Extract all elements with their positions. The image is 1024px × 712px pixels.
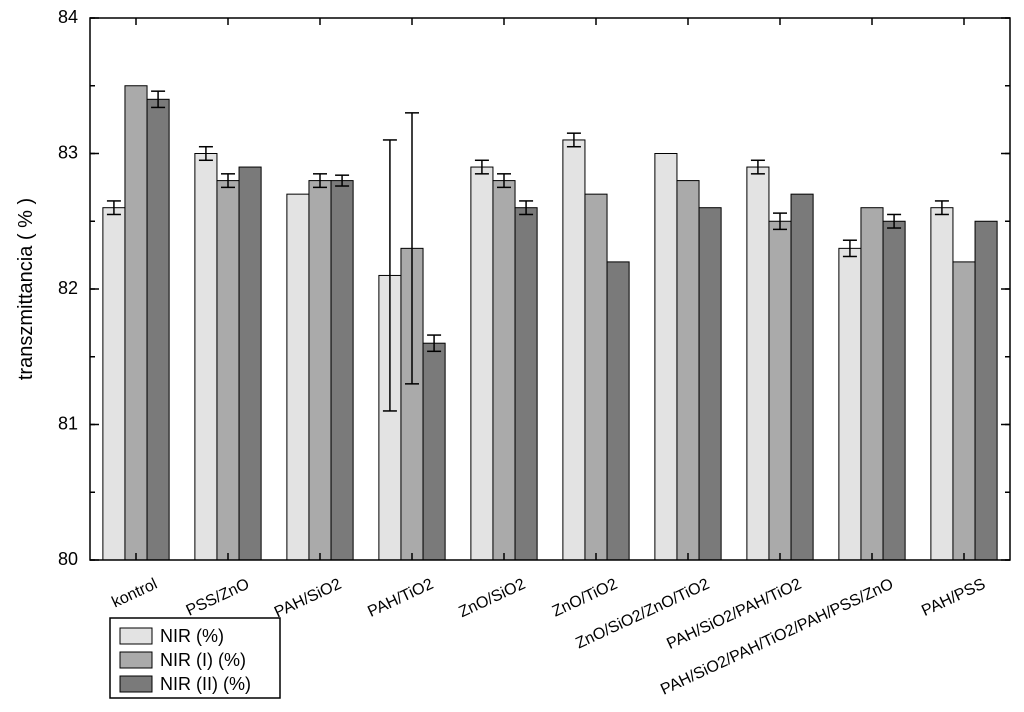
legend-swatch <box>120 652 152 668</box>
chart-container: 8081828384kontrolPSS/ZnOPAH/SiO2PAH/TiO2… <box>0 0 1024 712</box>
bar <box>217 181 239 560</box>
bar <box>769 221 791 560</box>
bar <box>839 248 861 560</box>
bar <box>515 208 537 560</box>
legend-swatch <box>120 676 152 692</box>
bar <box>699 208 721 560</box>
bar <box>747 167 769 560</box>
bar <box>931 208 953 560</box>
bar <box>883 221 905 560</box>
bar <box>655 154 677 561</box>
bar <box>607 262 629 560</box>
bar <box>953 262 975 560</box>
legend-label: NIR (%) <box>160 626 224 646</box>
bar-chart: 8081828384kontrolPSS/ZnOPAH/SiO2PAH/TiO2… <box>0 0 1024 712</box>
bar <box>585 194 607 560</box>
ytick-label: 82 <box>58 278 78 298</box>
bar <box>471 167 493 560</box>
bar <box>563 140 585 560</box>
bar <box>861 208 883 560</box>
legend-swatch <box>120 628 152 644</box>
legend-label: NIR (I) (%) <box>160 650 246 670</box>
bar <box>287 194 309 560</box>
bar <box>423 343 445 560</box>
bar <box>309 181 331 560</box>
bar <box>125 86 147 560</box>
ytick-label: 84 <box>58 7 78 27</box>
bar <box>239 167 261 560</box>
bar <box>677 181 699 560</box>
bar <box>195 154 217 561</box>
bar <box>791 194 813 560</box>
ytick-label: 81 <box>58 413 78 433</box>
legend-label: NIR (II) (%) <box>160 674 251 694</box>
bar <box>975 221 997 560</box>
bar <box>331 181 353 560</box>
bar <box>493 181 515 560</box>
bar <box>147 99 169 560</box>
ytick-label: 83 <box>58 142 78 162</box>
y-axis-label: transzmittancia ( % ) <box>15 198 37 380</box>
bar <box>103 208 125 560</box>
ytick-label: 80 <box>58 549 78 569</box>
